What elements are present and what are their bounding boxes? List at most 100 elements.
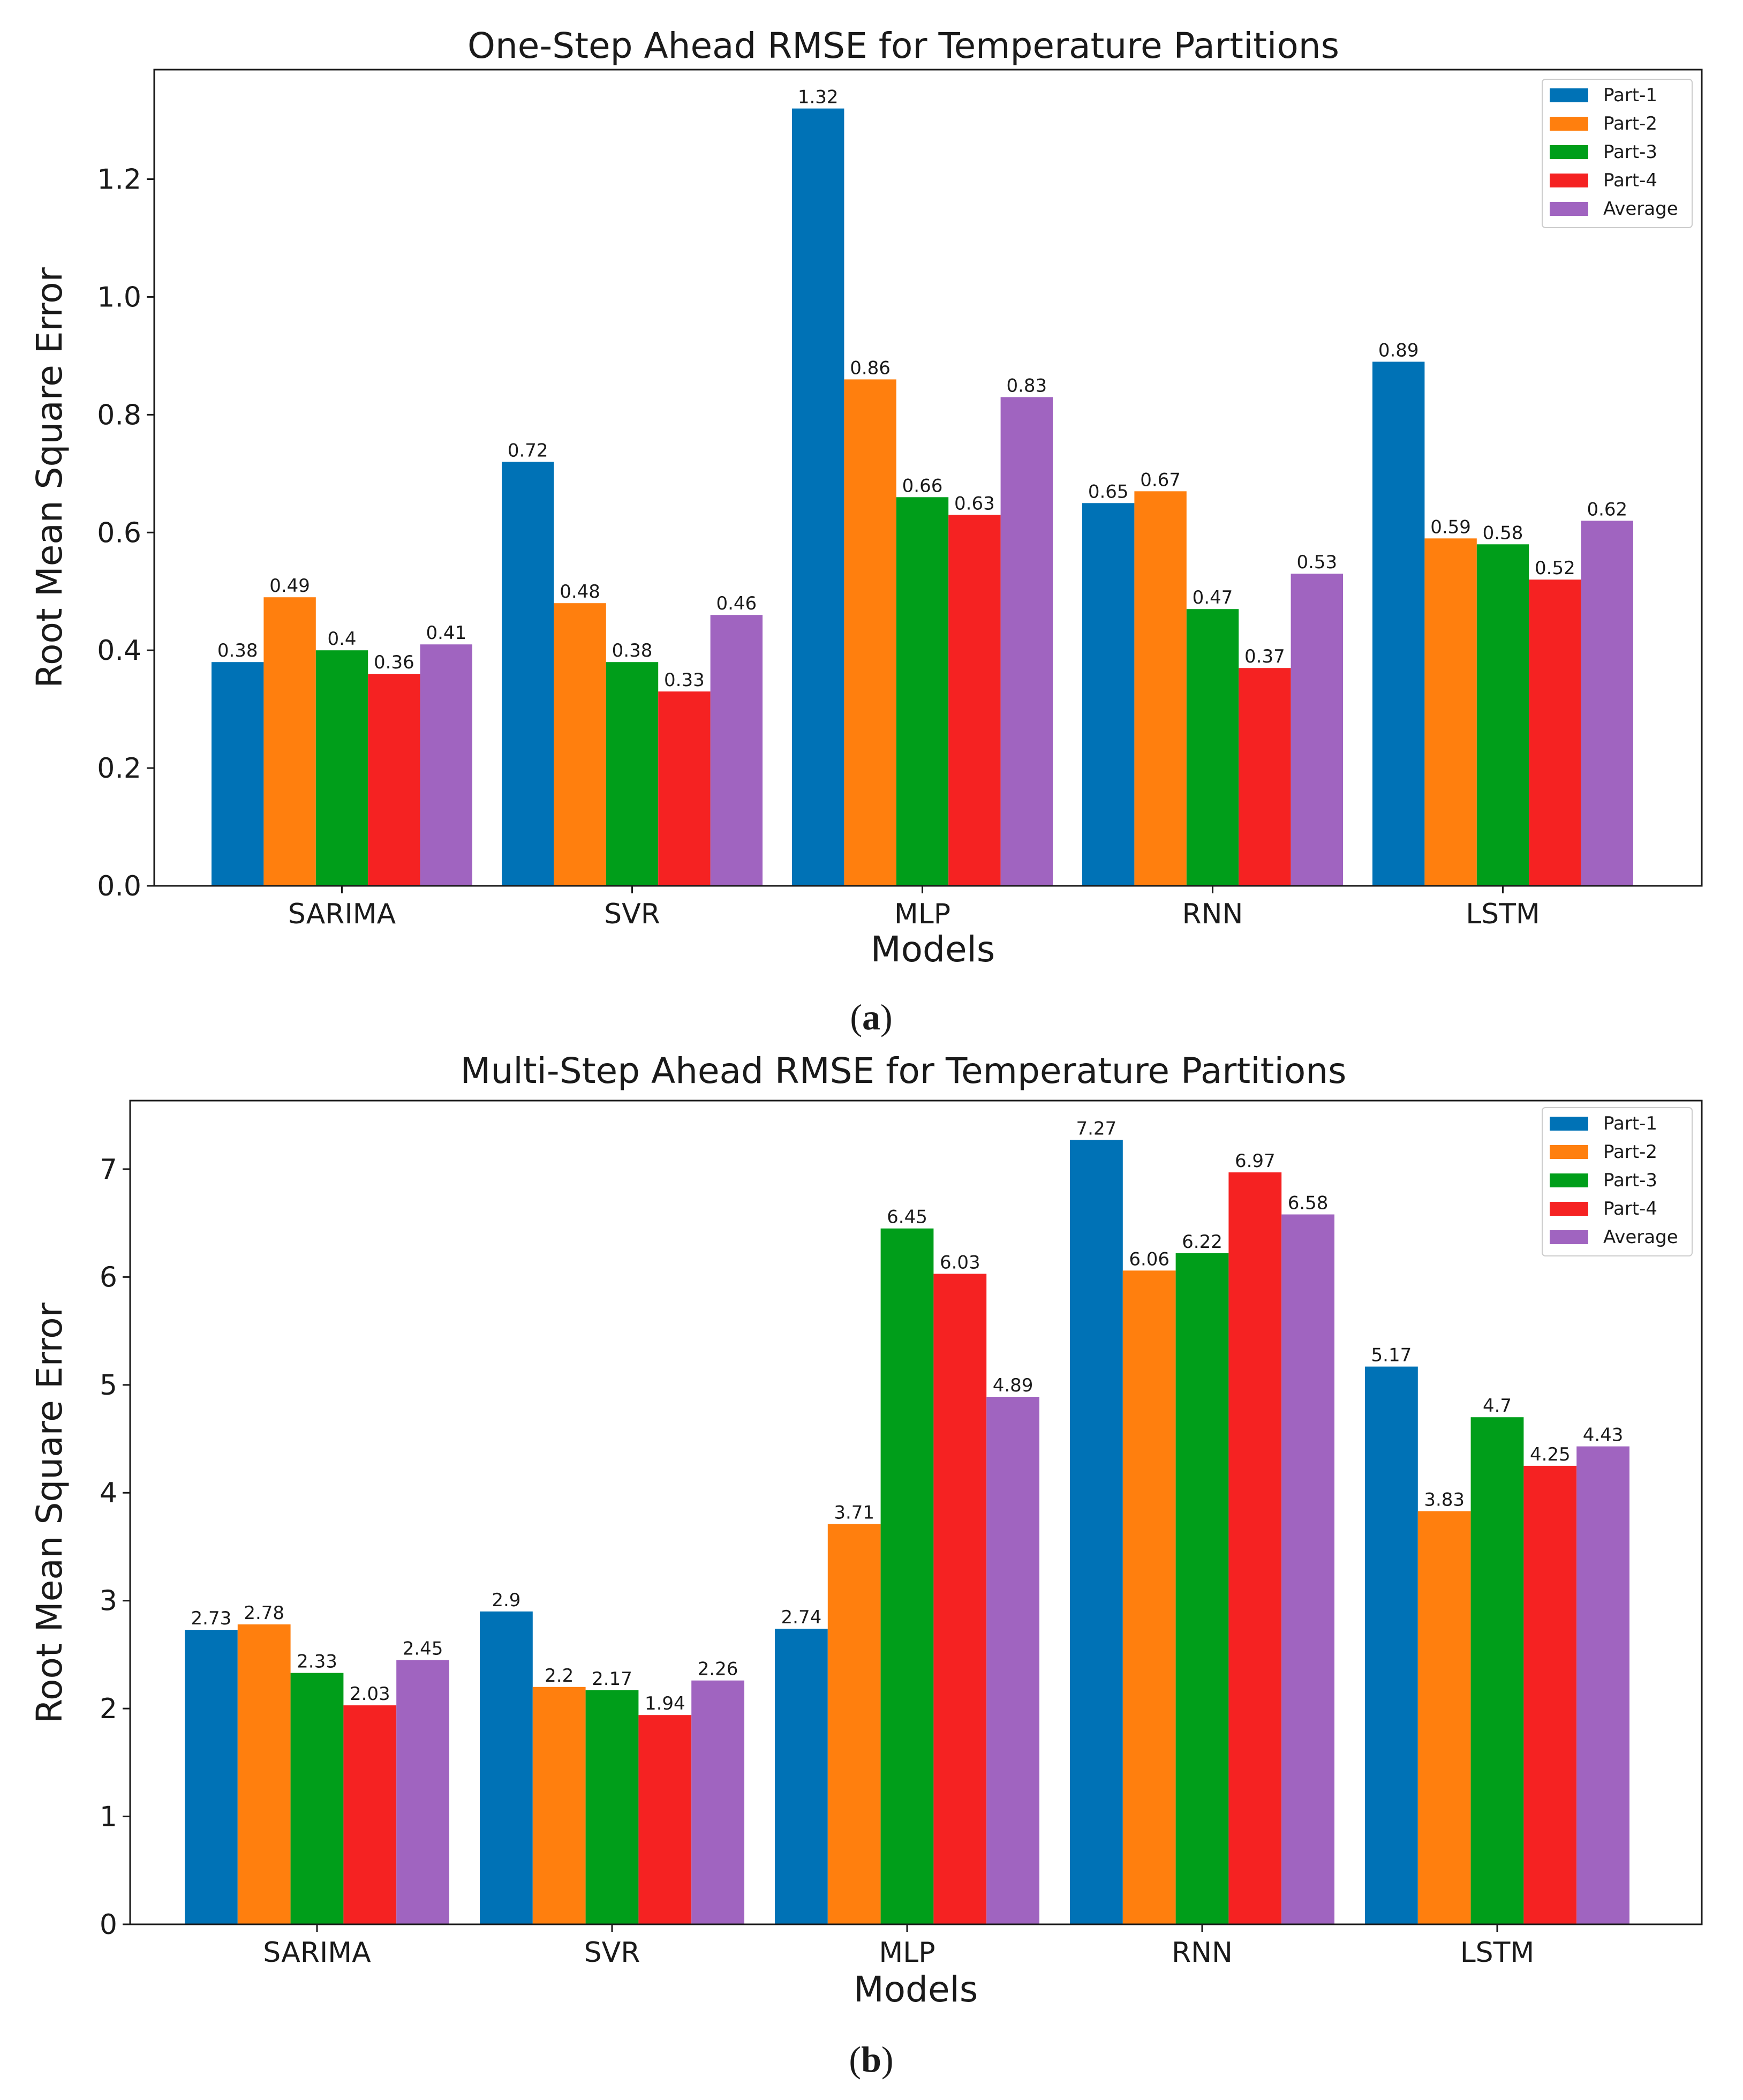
data-label: 0.53 <box>1296 552 1337 573</box>
bar-mlp-part-1 <box>792 108 844 886</box>
data-label: 6.22 <box>1182 1231 1223 1253</box>
data-label: 0.72 <box>508 440 548 461</box>
y-tick-label: 0.6 <box>97 517 141 549</box>
data-label: 0.67 <box>1140 469 1181 491</box>
bar-lstm-average <box>1581 521 1633 886</box>
bar-lstm-part-3 <box>1476 544 1529 886</box>
data-label: 0.65 <box>1088 481 1129 502</box>
bar-mlp-part-4 <box>948 515 1001 886</box>
chart-multi-step: Multi-Step Ahead RMSE for Temperature Pa… <box>29 1050 1703 2080</box>
x-tick-label: MLP <box>894 898 950 930</box>
data-label: 0.37 <box>1244 646 1285 667</box>
bar-rnn-part-4 <box>1228 1172 1282 1924</box>
data-label: 6.58 <box>1288 1193 1329 1214</box>
data-label: 0.62 <box>1587 499 1627 520</box>
bar-mlp-part-2 <box>844 379 896 886</box>
bar-sarima-part-4 <box>343 1705 397 1924</box>
data-label: 0.36 <box>374 652 414 673</box>
y-tick-label: 5 <box>100 1369 117 1402</box>
y-tick-label: 3 <box>100 1585 117 1617</box>
x-tick-group: SARIMA SVR MLP RNN LSTM <box>288 886 1540 930</box>
caption-letter: a <box>862 997 880 1037</box>
bar-rnn-average <box>1281 1214 1334 1924</box>
legend-label: Part-3 <box>1603 141 1657 163</box>
legend-swatch <box>1550 145 1588 159</box>
data-label: 0.41 <box>426 622 466 644</box>
data-label: 0.86 <box>850 357 891 379</box>
plot-frame <box>153 69 1703 887</box>
y-tick-group: 0.0 0.2 0.4 0.6 0.8 1.0 1.2 <box>97 164 154 902</box>
y-tick-label: 0.4 <box>97 635 141 667</box>
x-tick-label: SARIMA <box>263 1937 371 1969</box>
legend-swatch <box>1550 174 1588 187</box>
y-tick-label: 1 <box>100 1801 117 1833</box>
legend-label: Part-3 <box>1603 1170 1657 1191</box>
y-axis-label: Root Mean Square Error <box>29 1302 70 1723</box>
data-label: 2.17 <box>592 1668 632 1690</box>
data-label: 2.9 <box>492 1590 520 1611</box>
data-label: 4.7 <box>1483 1395 1512 1417</box>
bar-svr-part-2 <box>554 603 606 886</box>
data-label: 6.03 <box>940 1252 980 1273</box>
bar-rnn-part-1 <box>1070 1140 1123 1924</box>
y-tick-label: 7 <box>100 1154 117 1186</box>
legend-swatch <box>1550 1202 1588 1216</box>
y-tick-label: 6 <box>100 1261 117 1293</box>
legend-label: Part-2 <box>1603 113 1657 134</box>
bar-svr-average <box>691 1680 744 1924</box>
data-label: 0.83 <box>1006 375 1047 396</box>
bar-rnn-part-2 <box>1134 491 1187 886</box>
x-tick-label: RNN <box>1172 1937 1233 1969</box>
bar-sarima-part-1 <box>185 1630 238 1924</box>
data-label: 7.27 <box>1076 1118 1117 1140</box>
bar-mlp-part-1 <box>775 1629 828 1924</box>
data-label-group: 2.73 2.78 2.33 2.03 2.45 2.9 2.2 2.17 1.94 2.26 2.… <box>191 1118 1624 1715</box>
data-label: 0.49 <box>269 575 310 597</box>
y-tick-label: 4 <box>100 1477 117 1509</box>
bar-lstm-average <box>1576 1446 1629 1924</box>
bar-sarima-part-2 <box>237 1624 291 1924</box>
legend-items: Part-1 Part-2 Part-3 Part-4 Average <box>1550 85 1678 220</box>
y-tick-label: 0.2 <box>97 752 141 785</box>
y-tick-label: 2 <box>100 1693 117 1725</box>
data-label: 4.25 <box>1530 1444 1571 1465</box>
x-tick-label: SVR <box>604 898 660 930</box>
legend-label: Average <box>1603 198 1678 220</box>
legend-swatch <box>1550 117 1588 131</box>
x-axis-label: Models <box>871 929 995 970</box>
bar-group <box>185 1140 1629 1924</box>
y-tick-label: 1.2 <box>97 164 141 196</box>
plot-frame <box>129 1100 1703 1925</box>
bar-mlp-part-4 <box>933 1274 987 1924</box>
data-label: 2.45 <box>403 1638 443 1660</box>
data-label: 6.06 <box>1129 1248 1169 1270</box>
data-label: 0.66 <box>902 475 943 496</box>
bar-lstm-part-4 <box>1523 1465 1577 1924</box>
data-label: 6.45 <box>887 1207 927 1228</box>
x-tick-label: SARIMA <box>288 898 396 930</box>
legend-label: Part-4 <box>1603 1198 1657 1220</box>
data-label: 5.17 <box>1371 1345 1412 1366</box>
bar-mlp-part-3 <box>896 497 949 886</box>
data-label: 0.59 <box>1430 516 1471 538</box>
bar-lstm-part-2 <box>1417 1511 1471 1924</box>
x-axis-label: Models <box>854 1969 978 2010</box>
bar-rnn-average <box>1291 574 1343 886</box>
legend-frame <box>1542 79 1693 228</box>
data-label: 0.63 <box>954 493 995 514</box>
bar-rnn-part-1 <box>1082 503 1135 886</box>
bar-svr-part-1 <box>480 1611 533 1924</box>
caption: (b) <box>849 2039 893 2080</box>
data-label: 0.33 <box>664 669 705 691</box>
legend-swatch <box>1550 1173 1588 1187</box>
legend: Part-1 Part-2 Part-3 Part-4 Average <box>1542 1107 1693 1256</box>
bar-mlp-part-3 <box>880 1228 934 1924</box>
data-label: 2.33 <box>297 1651 337 1673</box>
data-label: 4.89 <box>993 1375 1033 1396</box>
chart-title: Multi-Step Ahead RMSE for Temperature Pa… <box>461 1050 1347 1092</box>
data-label: 1.32 <box>798 87 839 108</box>
data-label: 0.89 <box>1378 340 1419 361</box>
y-axis-label: Root Mean Square Error <box>29 267 70 688</box>
bar-sarima-average <box>420 644 472 886</box>
